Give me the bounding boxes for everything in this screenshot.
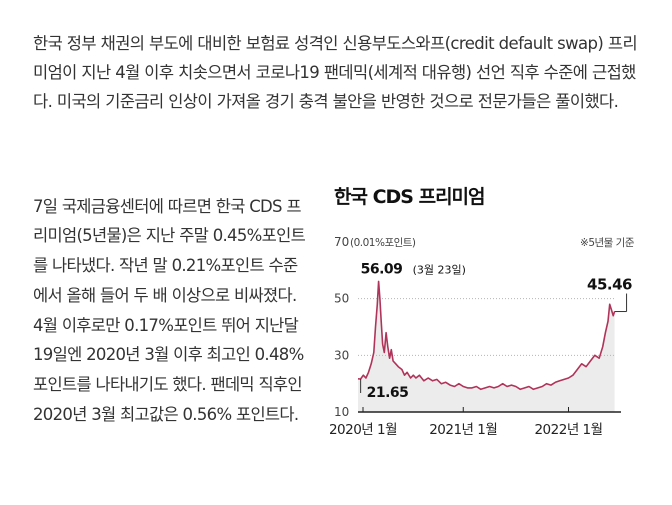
chart-title: 한국 CDS 프리미엄: [334, 186, 486, 208]
y-tick-label: 50: [334, 292, 349, 306]
x-tick-label: 2022년 1월: [534, 422, 602, 438]
y-tick-label: 70: [334, 235, 349, 249]
y-tick-label: 10: [334, 405, 349, 419]
peak-date-label: (3월 23일): [413, 262, 466, 276]
chart-plot: 70 50 30 10 (0.01%포인트) ※5년물 기준 2020년 1월 2021년 1…: [329, 235, 635, 438]
cds-chart: 한국 CDS 프리미엄 70 50 30 10 (0.01%포인트) ※5년물 기준 202…: [318, 172, 648, 452]
series-line: [357, 280, 616, 391]
chart-note: ※5년물 기준: [580, 237, 635, 249]
x-tick-label: 2020년 1월: [329, 422, 397, 438]
article-paragraph-2: 7일 국제금융센터에 따르면 한국 CDS 프리미엄(5년물)은 지난 주말 0…: [33, 196, 306, 425]
y-unit-label: (0.01%포인트): [350, 237, 416, 249]
article-paragraph-1: 한국 정부 채권의 부도에 대비한 보험료 성격인 신용부도스와프(credit…: [33, 33, 638, 111]
x-tick-label: 2021년 1월: [429, 422, 497, 438]
low-value-label: 21.65: [367, 385, 409, 401]
peak-value-label: 56.09: [361, 261, 403, 277]
y-tick-label: 30: [334, 348, 349, 362]
end-value-label: 45.46: [587, 276, 632, 294]
